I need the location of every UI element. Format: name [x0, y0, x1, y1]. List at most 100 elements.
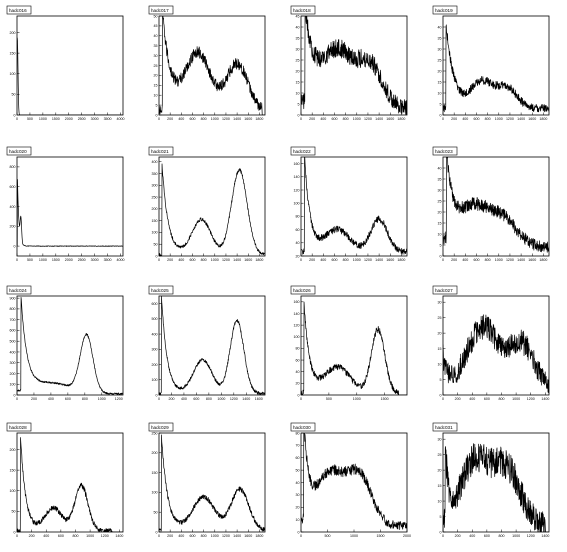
x-tick-label: 1200: [222, 534, 230, 538]
y-tick-label: 10: [296, 91, 300, 95]
x-tick-label: 0: [16, 258, 18, 262]
plot-title: hadc027: [435, 288, 453, 293]
y-tick-label: 5: [440, 378, 442, 382]
x-tick-label: 0: [158, 397, 160, 401]
x-tick-label: 200: [309, 117, 315, 121]
x-tick-label: 0: [442, 117, 444, 121]
y-tick-label: 20: [438, 468, 442, 472]
y-tick-label: 35: [154, 44, 158, 48]
x-tick-label: 1400: [242, 397, 250, 401]
y-tick-label: 20: [296, 69, 300, 73]
x-tick-label: 200: [451, 117, 457, 121]
x-tick-label: 400: [469, 534, 475, 538]
y-tick-label: 200: [10, 372, 16, 376]
plot-title: hadc016: [9, 8, 27, 13]
y-tick-label: 25: [154, 64, 158, 68]
x-tick-label: 1400: [517, 117, 525, 121]
x-tick-label: 1800: [539, 258, 547, 262]
x-tick-label: 1200: [506, 117, 514, 121]
plot-title: hadc024: [9, 288, 27, 293]
x-tick-label: 400: [462, 258, 468, 262]
y-tick-label: 400: [152, 332, 158, 336]
y-tick-label: 30: [296, 493, 300, 497]
x-tick-label: 1000: [39, 117, 47, 121]
x-tick-label: 1800: [397, 117, 405, 121]
x-tick-label: 200: [455, 534, 461, 538]
x-tick-label: 200: [31, 397, 37, 401]
x-tick-label: 600: [331, 117, 337, 121]
x-tick-label: 800: [201, 117, 207, 121]
y-tick-label: 600: [152, 302, 158, 306]
plot-frame: [158, 295, 266, 396]
x-tick-label: 600: [484, 534, 490, 538]
y-tick-label: 5: [156, 103, 158, 107]
plot-title-box: [432, 5, 458, 15]
x-tick-label: 1000: [86, 534, 94, 538]
x-tick-label: 1200: [222, 117, 230, 121]
y-tick-label: 20: [438, 210, 442, 214]
histogram-trace: [159, 16, 265, 115]
histogram-panel-hadc025: hadc025 0 200 400 600 800 1000 1200 1400 1600 0 100…: [148, 285, 266, 401]
y-tick-label: 120: [294, 188, 300, 192]
plot-frame: [158, 15, 266, 116]
y-tick-label: 15: [438, 347, 442, 351]
y-tick-label: 30: [438, 300, 442, 304]
y-tick-label: 400: [10, 205, 16, 209]
x-tick-label: 4000: [117, 258, 125, 262]
x-tick-label: 400: [462, 117, 468, 121]
x-tick-label: 600: [58, 534, 64, 538]
y-tick-label: 150: [10, 468, 16, 472]
y-tick-label: 50: [12, 510, 16, 514]
plot-title-box: [6, 422, 32, 432]
y-tick-label: 100: [10, 383, 16, 387]
x-tick-label: 400: [181, 397, 187, 401]
x-tick-label: 1500: [52, 117, 60, 121]
x-tick-label: 3000: [91, 258, 99, 262]
plot-frame: [442, 295, 550, 396]
y-tick-label: 100: [152, 491, 158, 495]
histogram-trace: [159, 163, 265, 256]
x-tick-label: 0: [158, 117, 160, 121]
y-tick-label: 10: [154, 94, 158, 98]
y-tick-label: 40: [296, 370, 300, 374]
x-tick-label: 0: [16, 397, 18, 401]
y-tick-label: 30: [438, 47, 442, 51]
y-tick-label: 5: [298, 102, 300, 106]
x-tick-label: 1200: [364, 117, 372, 121]
y-tick-label: 80: [296, 347, 300, 351]
plot-title-box: [148, 146, 174, 156]
x-tick-label: 3500: [104, 117, 112, 121]
y-tick-label: 25: [438, 199, 442, 203]
x-tick-label: 1200: [115, 397, 123, 401]
plot-title: hadc029: [151, 425, 169, 430]
histogram-trace: [301, 16, 407, 115]
y-tick-label: 30: [438, 188, 442, 192]
histogram-trace: [17, 296, 123, 395]
x-tick-label: 1400: [233, 117, 241, 121]
y-tick-label: 200: [10, 448, 16, 452]
x-tick-label: 800: [82, 397, 88, 401]
y-tick-label: 50: [154, 14, 158, 18]
y-tick-label: 15: [438, 484, 442, 488]
x-tick-label: 0: [442, 397, 444, 401]
histogram-panel-hadc016: hadc016 0 500 1000 1500 2000 2500 3000 3500 4000 0…: [6, 5, 125, 121]
y-tick-label: 35: [438, 177, 442, 181]
x-tick-label: 600: [189, 258, 195, 262]
plot-title: hadc018: [293, 8, 311, 13]
y-tick-label: 60: [296, 456, 300, 460]
x-tick-label: 400: [178, 534, 184, 538]
plot-title: hadc017: [151, 8, 169, 13]
y-tick-label: 200: [152, 451, 158, 455]
x-tick-label: 600: [65, 397, 71, 401]
histogram-trace: [17, 179, 123, 247]
y-tick-label: 70: [296, 444, 300, 448]
x-tick-label: 2000: [65, 258, 73, 262]
y-tick-label: 20: [296, 382, 300, 386]
histogram-panel-hadc026: hadc026 0 500 1000 1500 0 20 40 60 80 100 120 140 160: [290, 285, 408, 401]
y-tick-label: 10: [438, 232, 442, 236]
x-tick-label: 800: [485, 258, 491, 262]
y-tick-label: 700: [10, 318, 16, 322]
plot-title: hadc031: [435, 425, 453, 430]
